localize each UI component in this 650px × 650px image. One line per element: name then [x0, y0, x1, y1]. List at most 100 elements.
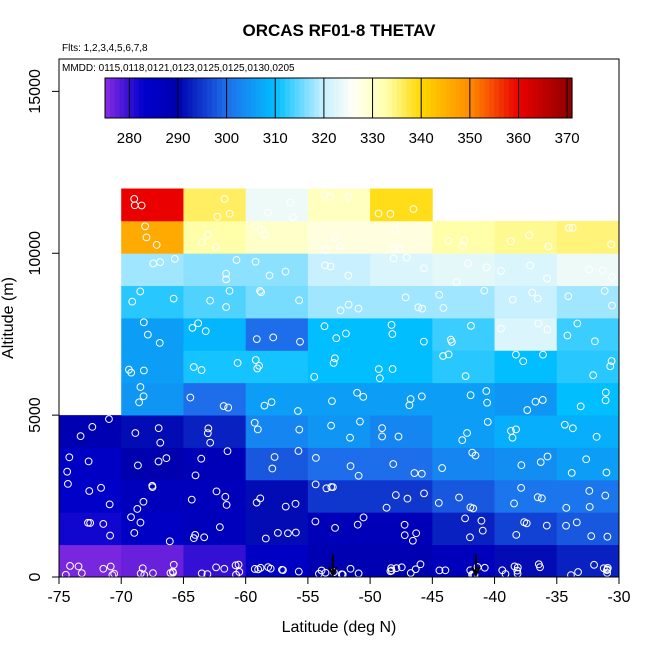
colorbar-strip	[323, 78, 330, 118]
obs-point	[601, 491, 610, 500]
obs-point	[386, 210, 395, 218]
obs-point	[156, 438, 165, 447]
obs-point	[461, 514, 469, 523]
obs-point	[346, 564, 355, 573]
chart-title: ORCAS RF01-8 THETAV	[242, 21, 436, 40]
obs-point	[403, 494, 412, 503]
obs-point	[542, 521, 551, 530]
colorbar-tick-label: 370	[555, 130, 580, 147]
obs-point	[519, 357, 528, 366]
obs-point	[353, 388, 361, 397]
obs-point	[585, 265, 593, 274]
obs-point	[587, 532, 596, 541]
heatmap-cell	[370, 318, 433, 351]
obs-point	[601, 388, 610, 397]
obs-point	[128, 297, 137, 306]
obs-point	[353, 520, 362, 529]
colorbar-tick-label: 300	[214, 130, 239, 147]
obs-point	[201, 327, 210, 336]
obs-point	[438, 464, 447, 472]
heatmap-cell	[245, 350, 309, 384]
obs-point	[344, 193, 353, 201]
colorbar-strip	[474, 78, 481, 118]
obs-point	[224, 403, 233, 412]
obs-point	[538, 396, 547, 404]
colorbar-strip	[105, 78, 111, 118]
obs-point	[564, 292, 573, 301]
obs-point	[284, 529, 292, 538]
obs-point	[585, 502, 594, 511]
obs-point	[356, 417, 364, 426]
colorbar-strip	[464, 78, 471, 118]
obs-point	[590, 337, 599, 346]
obs-point	[390, 244, 398, 253]
obs-point	[106, 562, 115, 571]
arrow-head	[327, 566, 338, 578]
obs-point	[536, 563, 544, 572]
heatmap-cell	[121, 350, 184, 384]
heatmap-cell	[245, 382, 309, 416]
obs-point	[536, 458, 545, 467]
obs-point	[326, 192, 335, 201]
obs-point	[288, 213, 297, 222]
obs-point	[134, 461, 142, 470]
x-tick-label: -40	[483, 589, 506, 606]
obs-point	[251, 356, 260, 364]
heatmap-cell	[307, 253, 371, 287]
obs-point	[387, 564, 396, 573]
obs-point	[497, 267, 505, 275]
heatmap-cell	[494, 253, 558, 287]
colorbar-strip	[357, 78, 364, 118]
heatmap-cell	[432, 350, 495, 384]
heatmap-cell	[370, 253, 433, 287]
colorbar-strip	[270, 78, 276, 118]
colorbar-strip	[212, 78, 218, 118]
heatmap-cell	[556, 447, 620, 481]
heatmap-cell	[556, 544, 620, 578]
obs-point	[105, 415, 113, 423]
heatmap-cell	[556, 382, 620, 416]
obs-point	[291, 499, 300, 508]
obs-point	[469, 504, 478, 513]
heatmap-cell	[494, 479, 558, 513]
obs-point	[359, 392, 368, 401]
colorbar-strip	[513, 78, 520, 118]
obs-point	[130, 528, 139, 537]
y-axis-label: Altitude (m)	[0, 277, 17, 359]
colorbar-strip	[328, 78, 335, 118]
obs-point	[254, 565, 263, 574]
colorbar-strip	[299, 78, 306, 118]
obs-point	[166, 569, 175, 577]
obs-point	[332, 334, 341, 343]
obs-point	[268, 464, 277, 473]
obs-point	[260, 230, 269, 239]
obs-point	[391, 491, 400, 499]
heatmap-cell	[121, 253, 184, 287]
heatmap-cell	[370, 220, 433, 254]
colorbar-strip	[406, 78, 413, 118]
colorbar-strip	[197, 78, 203, 118]
obs-point	[264, 563, 272, 572]
obs-point	[543, 274, 551, 283]
obs-point	[523, 406, 532, 414]
obs-point	[251, 222, 260, 231]
colorbar-strip	[255, 78, 262, 118]
colorbar-strip	[207, 78, 213, 118]
obs-point	[330, 354, 339, 363]
obs-point	[251, 257, 260, 266]
obs-point	[452, 278, 461, 287]
heatmap-cells	[59, 188, 620, 578]
heatmap-cell	[121, 188, 184, 222]
colorbar-strip	[411, 78, 417, 118]
obs-point	[466, 533, 474, 542]
obs-point	[464, 259, 472, 268]
heatmap-cell	[307, 479, 371, 513]
heatmap-cell	[183, 253, 247, 287]
obs-point	[359, 513, 368, 522]
obs-point	[191, 531, 200, 539]
obs-point	[212, 487, 221, 496]
obs-point	[346, 433, 354, 442]
colorbar-strip	[221, 78, 228, 118]
heatmap-cell	[494, 285, 558, 319]
obs-point	[294, 407, 302, 415]
